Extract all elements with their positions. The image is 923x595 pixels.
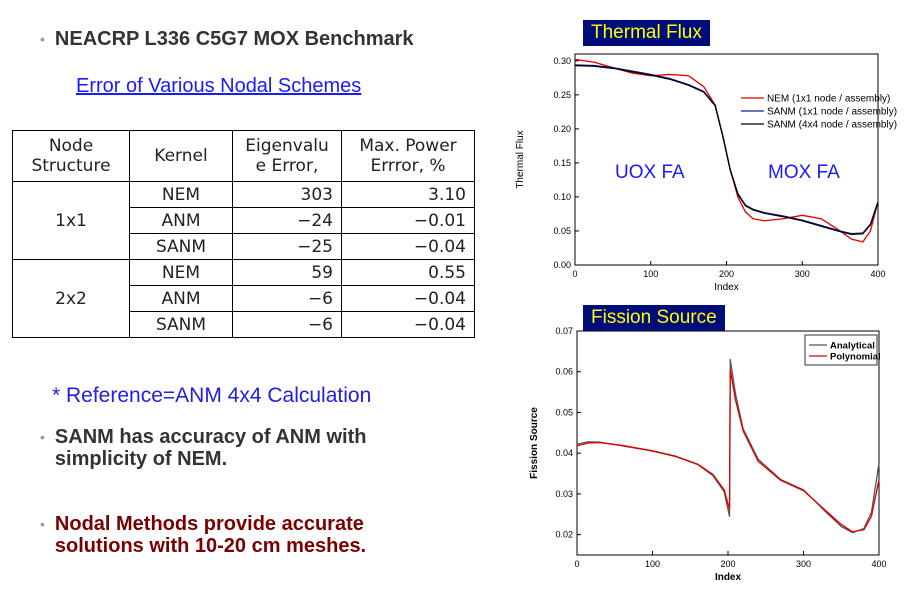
kernel-cell: ANM [129,207,233,234]
power-cell: −0.04 [341,311,475,338]
x-tick-label: 200 [719,269,734,279]
x-axis-label: Index [715,572,742,583]
kernel-cell: NEM [129,181,233,208]
x-tick-label: 300 [796,559,811,569]
reference-note: * Reference=ANM 4x4 Calculation [52,384,372,407]
series-line [574,64,879,235]
power-cell: −0.01 [341,207,475,234]
annotation-uox: UOX FA [615,162,685,183]
series-line [576,369,880,533]
thermal-flux-plot: 0 100 200 300 400 0.00 0.05 0.10 0.15 0.20 0.25 0.3… [515,53,897,293]
table-row: SANM −6 −0.04 [13,311,475,338]
bullet-dot: • [40,429,45,445]
bullet-nodal: • Nodal Methods provide accurate solutio… [40,513,366,557]
y-tick-label: 0.10 [553,192,571,202]
table-row: SANM −25 −0.04 [13,233,475,260]
y-axis-label: Fission Source [529,407,540,479]
error-table: Node Structure Kernel Eigenvalu e Error,… [12,130,475,338]
col-header-node: Node Structure [12,130,130,182]
fission-source-plot: 0 100 200 300 400 0.02 0.03 0.04 0.05 0.06 0.07 Ind… [529,326,887,583]
plot-frame [574,53,879,266]
bullet-dot: • [40,516,45,532]
bullet-dot: • [40,31,45,47]
kernel-cell: NEM [129,259,233,286]
y-tick-label: 0.06 [555,367,573,377]
col-header-kernel: Kernel [129,130,233,182]
fission-source-chart: 0 100 200 300 400 0.02 0.03 0.04 0.05 0.06 0.07 Ind… [505,305,920,590]
y-tick-label: 0.02 [555,530,573,540]
y-tick-label: 0.00 [553,260,571,270]
y-tick-label: 0.05 [553,226,571,236]
x-axis-label: Index [714,282,738,293]
x-tick-label: 400 [871,559,886,569]
bullet-text: SANM has accuracy of ANM with simplicity… [54,426,367,470]
eigen-cell: −6 [232,285,342,312]
legend-label: Polynomial [830,352,881,363]
x-tick-label: 100 [643,269,658,279]
eigen-cell: −24 [232,207,342,234]
y-axis-label: Thermal Flux [515,130,526,188]
bullet-sanm: • SANM has accuracy of ANM with simplici… [40,426,366,470]
y-tick-label: 0.25 [553,90,571,100]
y-tick-label: 0.15 [553,158,571,168]
table-caption: Error of Various Nodal Schemes [76,75,362,97]
node-cell: 1x1 [12,181,130,260]
y-tick-label: 0.20 [553,124,571,134]
x-tick-label: 0 [572,269,577,279]
col-header-power: Max. Power Errror, % [341,130,475,182]
table-header-row: Node Structure Kernel Eigenvalu e Error,… [12,130,475,182]
fission-source-tag: Fission Source [583,305,725,331]
x-tick-label: 400 [870,269,885,279]
y-tick-label: 0.30 [553,56,571,66]
x-tick-label: 200 [720,559,735,569]
legend-label: SANM (1x1 node / assembly) [767,107,897,118]
x-tick-label: 100 [645,559,660,569]
bullet-text: Nodal Methods provide accurate solutions… [54,513,367,557]
eigen-cell: 303 [232,181,342,208]
power-cell: −0.04 [341,285,475,312]
node-cell: 2x2 [12,259,130,338]
table-row: ANM −6 −0.04 [13,285,475,312]
power-cell: 3.10 [341,181,475,208]
power-cell: −0.04 [341,233,475,260]
legend-label: Analytical [830,341,875,352]
series-line [574,64,879,236]
x-tick-label: 0 [574,559,579,569]
table-row: ANM −24 −0.01 [13,207,475,234]
legend-box [804,334,878,366]
slide-title: NEACRP L336 C5G7 MOX Benchmark [54,28,414,50]
kernel-cell: SANM [129,233,233,260]
series-line [574,58,879,243]
legend-label: SANM (4x4 node / assembly) [767,120,897,131]
x-tick-label: 300 [795,269,810,279]
annotation-mox: MOX FA [768,162,840,183]
y-tick-label: 0.07 [555,326,573,336]
table-row: 2x2 NEM 59 0.55 [12,259,475,338]
thermal-flux-tag: Thermal Flux [583,20,710,46]
eigen-cell: −6 [232,311,342,338]
kernel-cell: SANM [129,311,233,338]
legend-label: NEM (1x1 node / assembly) [767,94,890,105]
y-tick-label: 0.04 [555,448,573,458]
y-tick-label: 0.05 [555,407,573,417]
y-tick-label: 0.03 [555,489,573,499]
title-bullet: • NEACRP L336 C5G7 MOX Benchmark [40,28,414,50]
kernel-cell: ANM [129,285,233,312]
thermal-flux-chart: 0 100 200 300 400 0.00 0.05 0.10 0.15 0.20 0.25 0.3… [505,18,920,298]
eigen-cell: 59 [232,259,342,286]
power-cell: 0.55 [341,259,475,286]
col-header-eigen: Eigenvalu e Error, [232,130,342,182]
table-row: 1x1 NEM 303 3.10 [12,181,475,260]
eigen-cell: −25 [232,233,342,260]
